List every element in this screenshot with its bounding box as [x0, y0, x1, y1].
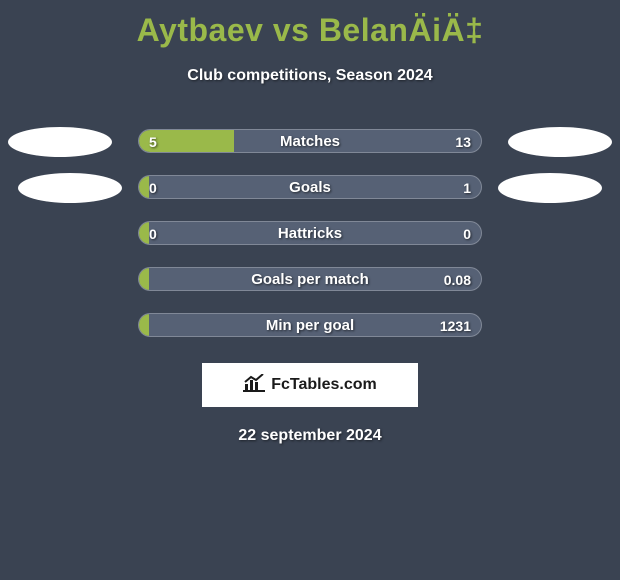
- stat-row: 0Goals1: [0, 173, 620, 219]
- stat-value-left: 0: [149, 176, 157, 199]
- stat-bar: 0Hattricks0: [138, 221, 482, 245]
- page-title: Aytbaev vs BelanÄiÄ‡: [0, 0, 620, 49]
- stat-value-right: 1231: [440, 314, 471, 337]
- player-right-marker: [508, 127, 612, 157]
- stat-value-left: 5: [149, 130, 157, 153]
- stat-value-right: 0: [463, 222, 471, 245]
- stat-row: 0Hattricks0: [0, 219, 620, 265]
- stat-value-left: 0: [149, 222, 157, 245]
- player-left-marker: [18, 173, 122, 203]
- stat-label: Min per goal: [139, 314, 481, 337]
- stat-bar-fill: [139, 268, 149, 290]
- stats-container: 5Matches130Goals10Hattricks0Goals per ma…: [0, 127, 620, 357]
- stat-row: Min per goal1231: [0, 311, 620, 357]
- date-line: 22 september 2024: [0, 427, 620, 445]
- stat-value-right: 1: [463, 176, 471, 199]
- stat-label: Hattricks: [139, 222, 481, 245]
- stat-row: 5Matches13: [0, 127, 620, 173]
- chart-icon: [243, 374, 265, 397]
- stat-bar-fill: [139, 176, 149, 198]
- stat-row: Goals per match0.08: [0, 265, 620, 311]
- player-left-marker: [8, 127, 112, 157]
- page-subtitle: Club competitions, Season 2024: [0, 67, 620, 85]
- brand-text: FcTables.com: [271, 376, 377, 394]
- stat-value-right: 13: [455, 130, 471, 153]
- stat-bar: 5Matches13: [138, 129, 482, 153]
- stat-bar-fill: [139, 314, 149, 336]
- stat-value-right: 0.08: [444, 268, 471, 291]
- stat-label: Goals per match: [139, 268, 481, 291]
- stat-bar: 0Goals1: [138, 175, 482, 199]
- brand-box[interactable]: FcTables.com: [202, 363, 418, 407]
- stat-label: Goals: [139, 176, 481, 199]
- stat-bar: Goals per match0.08: [138, 267, 482, 291]
- stat-bar-fill: [139, 222, 149, 244]
- player-right-marker: [498, 173, 602, 203]
- stat-bar: Min per goal1231: [138, 313, 482, 337]
